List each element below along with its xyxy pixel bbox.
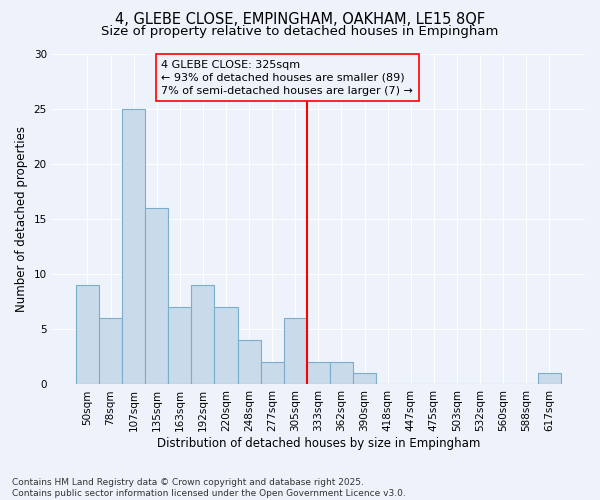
Bar <box>168 308 191 384</box>
Bar <box>214 308 238 384</box>
Bar <box>122 109 145 384</box>
Bar <box>238 340 260 384</box>
Bar <box>284 318 307 384</box>
Bar <box>330 362 353 384</box>
Bar <box>353 374 376 384</box>
Bar <box>260 362 284 384</box>
Bar <box>145 208 168 384</box>
Bar <box>76 286 99 384</box>
Bar <box>538 374 561 384</box>
Bar <box>99 318 122 384</box>
Y-axis label: Number of detached properties: Number of detached properties <box>15 126 28 312</box>
Bar <box>191 286 214 384</box>
Bar <box>307 362 330 384</box>
X-axis label: Distribution of detached houses by size in Empingham: Distribution of detached houses by size … <box>157 437 480 450</box>
Text: 4, GLEBE CLOSE, EMPINGHAM, OAKHAM, LE15 8QF: 4, GLEBE CLOSE, EMPINGHAM, OAKHAM, LE15 … <box>115 12 485 28</box>
Text: Size of property relative to detached houses in Empingham: Size of property relative to detached ho… <box>101 25 499 38</box>
Text: 4 GLEBE CLOSE: 325sqm
← 93% of detached houses are smaller (89)
7% of semi-detac: 4 GLEBE CLOSE: 325sqm ← 93% of detached … <box>161 60 413 96</box>
Text: Contains HM Land Registry data © Crown copyright and database right 2025.
Contai: Contains HM Land Registry data © Crown c… <box>12 478 406 498</box>
